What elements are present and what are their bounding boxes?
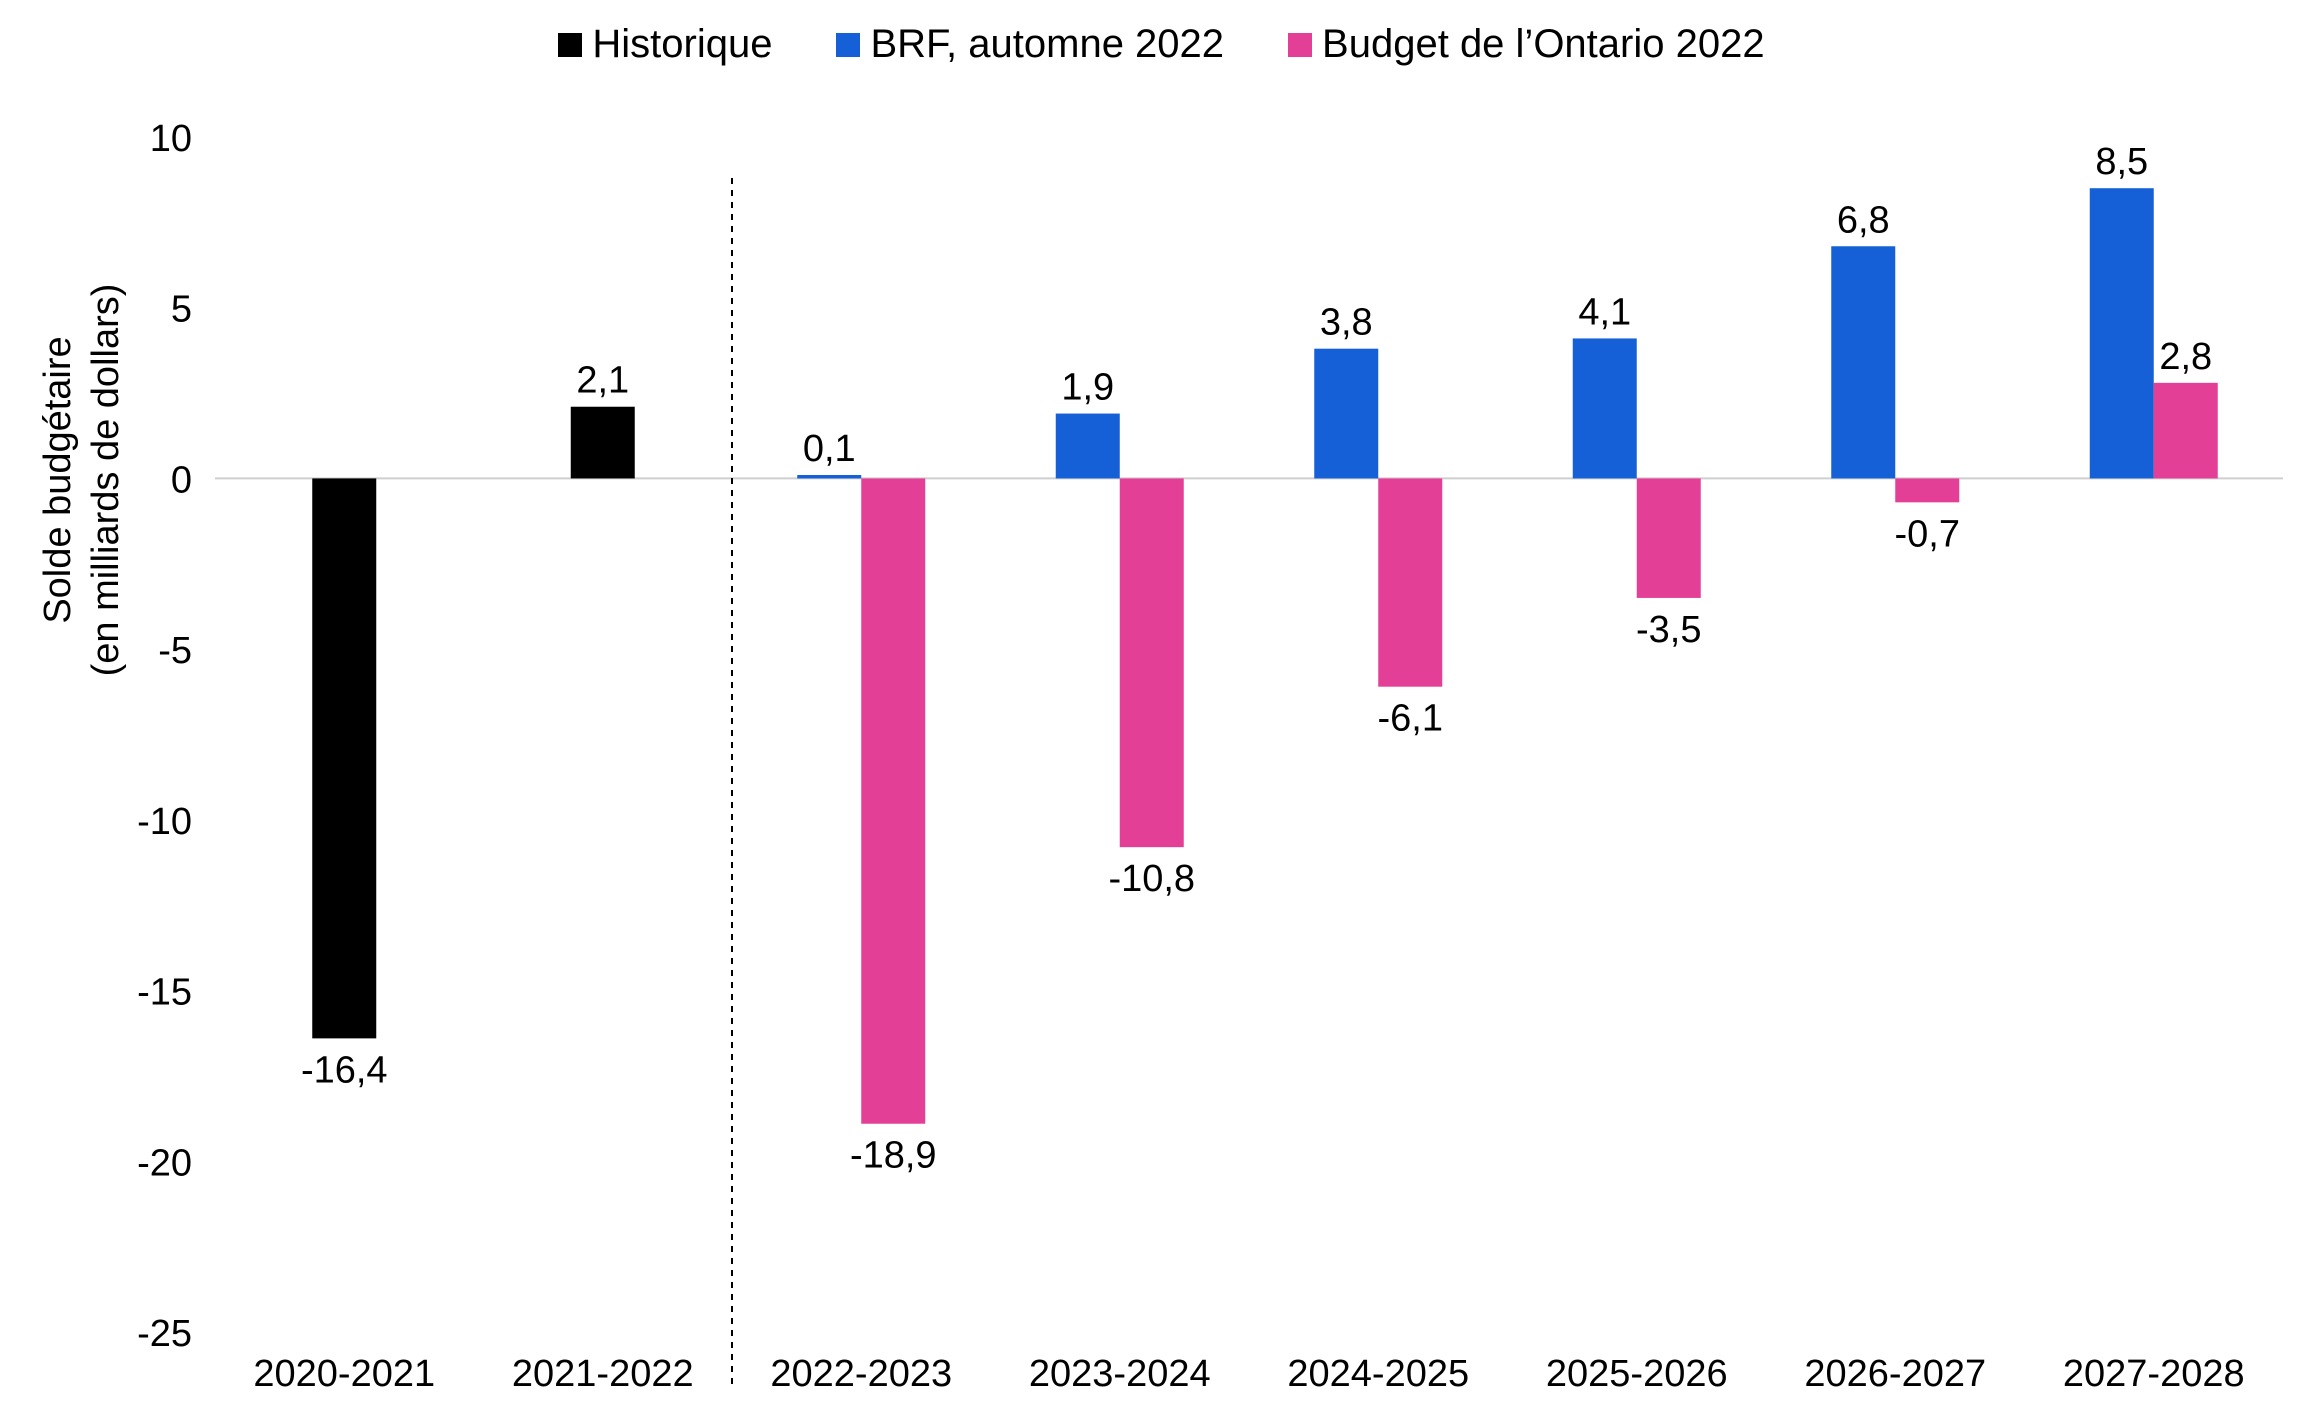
data-label-brf-2022-2023: 0,1 <box>803 428 856 470</box>
y-tick-label-7: -25 <box>137 1313 192 1355</box>
legend-item-brf: BRF, automne 2022 <box>836 22 1224 67</box>
y-tick-label-3: -5 <box>158 630 192 672</box>
bar-budget-ontario-2025-2026 <box>1636 478 1701 598</box>
legend-label-budget-ontario: Budget de l’Ontario 2022 <box>1322 22 1765 66</box>
legend: Historique BRF, automne 2022 Budget de l… <box>0 22 2323 67</box>
bar-brf-2026-2027 <box>1831 246 1896 479</box>
bar-historique-2021-2022 <box>570 406 635 479</box>
legend-swatch-budget-ontario <box>1288 32 1313 57</box>
bar-budget-ontario-2023-2024 <box>1119 478 1184 848</box>
data-label-brf-2024-2025: 3,8 <box>1320 302 1373 344</box>
x-tick-label-2023-2024: 2023-2024 <box>1029 1353 1211 1395</box>
bar-brf-2024-2025 <box>1314 348 1379 479</box>
data-label-budget-ontario-2024-2025: -6,1 <box>1378 698 1443 740</box>
y-tick-label-5: -15 <box>137 972 192 1014</box>
data-label-brf-2025-2026: 4,1 <box>1578 291 1631 333</box>
bar-budget-ontario-2026-2027 <box>1895 478 1960 503</box>
data-label-budget-ontario-2023-2024: -10,8 <box>1108 858 1195 900</box>
y-axis-ticks: 10 5 0 -5 -10 -15 -20 -25 <box>137 118 192 1355</box>
legend-item-budget-ontario: Budget de l’Ontario 2022 <box>1288 22 1765 67</box>
data-labels: -16,4 2,1 0,1 -18,9 1,9 -10,8 3,8 -6,1 4,1 -3,5 6,… <box>301 141 2212 1177</box>
bar-historique-2020-2021 <box>312 478 377 1039</box>
bar-budget-ontario-2024-2025 <box>1378 478 1443 687</box>
bar-budget-ontario-2027-2028 <box>2153 382 2218 479</box>
y-tick-label-6: -20 <box>137 1142 192 1184</box>
legend-swatch-brf <box>836 32 861 57</box>
bar-brf-2022-2023 <box>797 475 862 479</box>
y-tick-label-0: 10 <box>150 118 192 160</box>
bar-brf-2027-2028 <box>2089 188 2154 479</box>
bars <box>312 188 2218 1124</box>
data-label-budget-ontario-2027-2028: 2,8 <box>2159 336 2212 378</box>
x-tick-label-2020-2021: 2020-2021 <box>253 1353 435 1395</box>
x-tick-label-2021-2022: 2021-2022 <box>512 1353 694 1395</box>
y-tick-label-4: -10 <box>137 801 192 843</box>
data-label-budget-ontario-2022-2023: -18,9 <box>850 1135 937 1177</box>
data-label-budget-ontario-2026-2027: -0,7 <box>1895 513 1960 555</box>
y-tick-label-1: 5 <box>171 289 192 331</box>
x-axis-labels: 2020-2021 2021-2022 2022-2023 2023-2024 2024… <box>253 1353 2244 1395</box>
legend-swatch-historique <box>558 32 583 57</box>
legend-label-brf: BRF, automne 2022 <box>870 22 1225 66</box>
data-label-brf-2026-2027: 6,8 <box>1837 199 1890 241</box>
legend-item-historique: Historique <box>558 22 772 67</box>
data-label-historique-2020-2021: -16,4 <box>301 1049 388 1091</box>
legend-label-historique: Historique <box>592 22 773 66</box>
x-tick-label-2027-2028: 2027-2028 <box>2063 1353 2245 1395</box>
x-tick-label-2022-2023: 2022-2023 <box>770 1353 952 1395</box>
bar-brf-2023-2024 <box>1055 413 1120 479</box>
bar-budget-ontario-2022-2023 <box>861 478 926 1124</box>
data-label-budget-ontario-2025-2026: -3,5 <box>1636 609 1701 651</box>
data-label-brf-2027-2028: 8,5 <box>2095 141 2148 183</box>
bar-brf-2025-2026 <box>1572 338 1637 479</box>
data-label-brf-2023-2024: 1,9 <box>1061 367 1114 409</box>
x-tick-label-2025-2026: 2025-2026 <box>1546 1353 1728 1395</box>
x-tick-label-2026-2027: 2026-2027 <box>1804 1353 1986 1395</box>
y-tick-label-2: 0 <box>171 459 192 501</box>
data-label-historique-2021-2022: 2,1 <box>576 360 629 402</box>
x-tick-label-2024-2025: 2024-2025 <box>1287 1353 1469 1395</box>
